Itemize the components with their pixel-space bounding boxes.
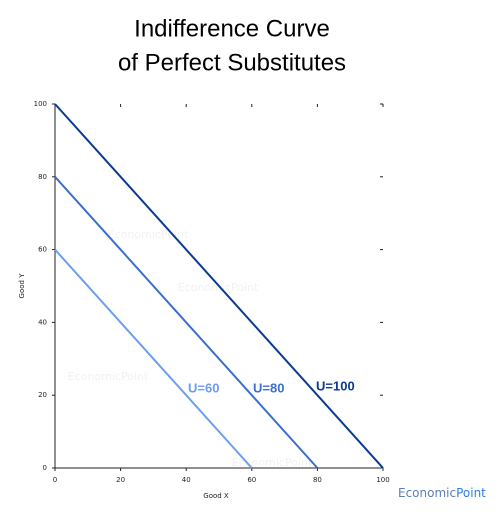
chart-title: of Perfect Substitutes (118, 49, 346, 76)
curve-label: U=80 (253, 380, 284, 395)
curve (54, 248, 253, 469)
x-axis-label: Good X (203, 492, 229, 500)
y-axis-label: Good Y (18, 273, 26, 299)
x-tick-label: 40 (182, 476, 191, 484)
y-tick-label: 80 (38, 173, 47, 181)
logo: EconomicPoint (398, 486, 486, 500)
watermark: EconomicPoint (178, 281, 259, 294)
logo-part: Economic (398, 486, 456, 500)
x-tick-label: 0 (53, 476, 57, 484)
curve-label: U=60 (188, 380, 219, 395)
y-tick-label: 100 (34, 100, 47, 108)
curve (54, 176, 319, 469)
curve-label: U=100 (316, 378, 355, 393)
curve (54, 103, 384, 469)
x-tick-label: 60 (247, 476, 256, 484)
logo-part: Point (456, 486, 486, 500)
watermark: EconomicPoint (232, 456, 313, 469)
watermark: EconomicPoint (68, 370, 149, 383)
y-tick-label: 0 (43, 464, 47, 472)
y-tick-label: 40 (38, 318, 47, 326)
x-tick-label: 80 (313, 476, 322, 484)
x-tick-label: 20 (116, 476, 125, 484)
y-tick-label: 60 (38, 246, 47, 254)
chart-title: Indifference Curve (134, 15, 330, 42)
y-tick-label: 20 (38, 391, 47, 399)
x-tick-label: 100 (376, 476, 389, 484)
